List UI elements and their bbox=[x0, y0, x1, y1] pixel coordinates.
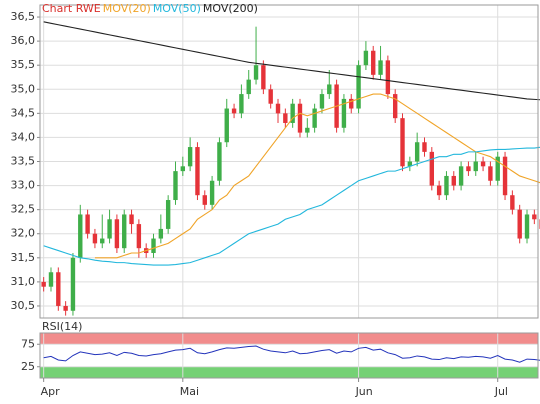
candle-body bbox=[466, 166, 470, 171]
candle-body bbox=[393, 94, 397, 118]
candle-body bbox=[173, 171, 177, 200]
y-tick-label: 33,0 bbox=[11, 179, 36, 192]
candle-body bbox=[268, 89, 272, 103]
candle-body bbox=[459, 166, 463, 185]
candle-body bbox=[239, 94, 243, 113]
candle-body bbox=[210, 181, 214, 205]
y-tick-label: 31,5 bbox=[11, 251, 36, 264]
legend-entry: MOV(20) bbox=[103, 2, 151, 15]
candle-body bbox=[532, 214, 536, 219]
legend-entry: MOV(50) bbox=[153, 2, 201, 15]
candle-body bbox=[517, 210, 521, 239]
candle-body bbox=[188, 147, 192, 166]
candle-body bbox=[49, 272, 53, 286]
y-tick-label: 36,0 bbox=[11, 34, 36, 47]
y-tick-label: 25 bbox=[21, 360, 35, 373]
y-tick-label: 33,5 bbox=[11, 155, 36, 168]
y-tick-label: 34,0 bbox=[11, 130, 36, 143]
candle-body bbox=[159, 229, 163, 239]
candle-body bbox=[93, 234, 97, 244]
rsi-zone bbox=[40, 367, 538, 378]
candle-body bbox=[488, 166, 492, 180]
y-tick-label: 35,5 bbox=[11, 58, 36, 71]
candle-body bbox=[422, 142, 426, 152]
candle-body bbox=[364, 51, 368, 65]
price-panel: 30,5 31,0 31,5 32,0 32,5 33,0 33,5 34,0 34,5 35,0… bbox=[11, 2, 540, 318]
candle-body bbox=[510, 195, 514, 209]
candle-body bbox=[356, 65, 360, 108]
y-tick-label: 36,5 bbox=[11, 10, 36, 23]
candle-body bbox=[107, 219, 111, 238]
candle-body bbox=[85, 214, 89, 233]
legend-entry: Chart RWE bbox=[42, 2, 101, 15]
candle-body bbox=[195, 147, 199, 195]
candle-body bbox=[129, 214, 133, 224]
x-tick-label: Jun bbox=[355, 385, 373, 398]
candle-body bbox=[320, 94, 324, 108]
x-tick-label: Mai bbox=[180, 385, 199, 398]
y-tick-label: 75 bbox=[21, 337, 35, 350]
candle-body bbox=[63, 306, 67, 311]
candle-body bbox=[254, 65, 258, 79]
candle-body bbox=[444, 176, 448, 195]
candle-body bbox=[378, 60, 382, 74]
y-tick-label: 30,5 bbox=[11, 299, 36, 312]
candle-body bbox=[181, 166, 185, 171]
candle-body bbox=[261, 65, 265, 89]
candle-body bbox=[137, 224, 141, 248]
y-tick-label: 34,5 bbox=[11, 106, 36, 119]
y-tick-label: 32,0 bbox=[11, 227, 36, 240]
candle-body bbox=[78, 214, 82, 257]
candle-body bbox=[115, 219, 119, 248]
candle-body bbox=[276, 104, 280, 114]
y-tick-label: 31,0 bbox=[11, 275, 36, 288]
candle-body bbox=[122, 214, 126, 248]
candle-body bbox=[232, 109, 236, 114]
y-tick-label: 32,5 bbox=[11, 203, 36, 216]
candle-body bbox=[305, 128, 309, 133]
panel-label: RSI(14) bbox=[42, 320, 82, 333]
candle-body bbox=[217, 142, 221, 181]
candle-body bbox=[100, 239, 104, 244]
candle-body bbox=[415, 142, 419, 161]
candle-body bbox=[283, 113, 287, 123]
candle-body bbox=[525, 214, 529, 238]
legend-entry: MOV(200) bbox=[203, 2, 258, 15]
candle-body bbox=[327, 84, 331, 94]
candle-body bbox=[225, 109, 229, 143]
candle-body bbox=[474, 162, 478, 172]
candle-body bbox=[386, 60, 390, 94]
y-tick-label: 35,0 bbox=[11, 82, 36, 95]
candle-body bbox=[151, 239, 155, 253]
x-tick-label: Apr bbox=[41, 385, 61, 398]
rsi-zone bbox=[40, 333, 538, 344]
candle-body bbox=[56, 272, 60, 306]
candle-body bbox=[312, 109, 316, 128]
candle-body bbox=[166, 200, 170, 229]
candle-body bbox=[71, 258, 75, 311]
candle-body bbox=[247, 80, 251, 94]
candle-body bbox=[437, 186, 441, 196]
candle-body bbox=[400, 118, 404, 166]
candle-body bbox=[481, 162, 485, 167]
candle-body bbox=[203, 195, 207, 205]
candle-body bbox=[371, 51, 375, 75]
candle-body bbox=[503, 157, 507, 196]
candle-body bbox=[430, 152, 434, 186]
candle-body bbox=[452, 176, 456, 186]
x-tick-label: Jul bbox=[494, 385, 508, 398]
candle-body bbox=[298, 104, 302, 133]
candle-body bbox=[41, 282, 45, 287]
